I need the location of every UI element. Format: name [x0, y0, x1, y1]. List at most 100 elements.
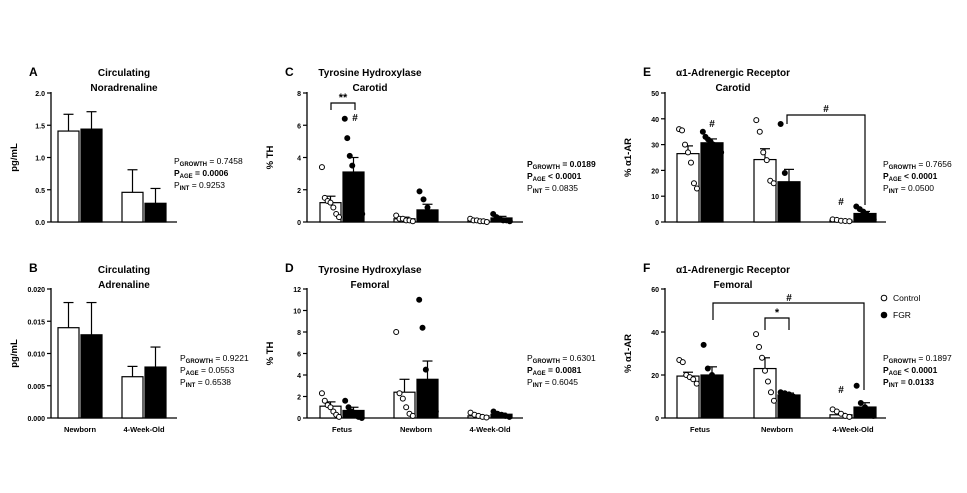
- x-tick-label: Fetus: [690, 425, 710, 434]
- x-tick-label: 4-Week-Old: [832, 425, 874, 434]
- data-point-control: [767, 389, 774, 396]
- significance-hash: #: [823, 104, 829, 115]
- y-tick-label: 30: [651, 143, 659, 150]
- chart-title: Carotid: [716, 83, 751, 94]
- chart-title: α1-Adrenergic Receptor: [676, 265, 790, 276]
- significance-bracket: [330, 102, 356, 110]
- data-point-control: [321, 397, 328, 404]
- data-point-fgr: [346, 152, 353, 159]
- significance-bracket: [764, 317, 790, 330]
- y-axis-label: pg/mL: [9, 339, 20, 368]
- data-point-control: [399, 395, 406, 402]
- data-point-control: [396, 390, 403, 397]
- x-tick-label: Fetus: [332, 425, 352, 434]
- y-tick-label: 50: [651, 91, 659, 98]
- data-point-fgr: [341, 115, 348, 122]
- panel-letter: C: [285, 65, 294, 79]
- y-tick-label: 0: [655, 220, 659, 227]
- chart-title: Noradrenaline: [90, 83, 158, 94]
- data-point-control: [318, 390, 325, 397]
- data-point-control: [690, 180, 697, 187]
- data-point-fgr: [416, 296, 423, 303]
- stat-line: PAGE = 0.0553: [180, 365, 235, 377]
- y-axis-label: pg/mL: [9, 143, 20, 172]
- stat-line: PGROWTH = 0.0189: [527, 159, 596, 171]
- data-point-fgr: [704, 365, 711, 372]
- data-point-fgr: [717, 382, 724, 389]
- data-point-control: [679, 359, 686, 366]
- bar-fgr: [144, 202, 167, 223]
- significance-hash: #: [838, 197, 844, 208]
- y-tick-label: 6: [297, 123, 301, 130]
- data-point-fgr: [429, 402, 436, 409]
- legend-marker-fgr: [880, 311, 888, 319]
- y-axis-label: % α1-AR: [623, 334, 634, 373]
- y-tick-label: 10: [293, 309, 301, 316]
- data-point-fgr: [344, 135, 351, 142]
- data-point-fgr: [416, 188, 423, 195]
- data-point-fgr: [700, 341, 707, 348]
- data-point-fgr: [432, 408, 439, 415]
- panel-letter: F: [643, 261, 650, 275]
- bar-control: [121, 191, 144, 223]
- chart-title: Circulating: [98, 68, 150, 79]
- data-point-fgr: [506, 218, 513, 225]
- stat-line: PGROWTH = 0.1897: [883, 353, 952, 365]
- data-point-control: [318, 164, 325, 171]
- x-tick-label: 4-Week-Old: [469, 425, 511, 434]
- stat-line: PAGE < 0.0001: [527, 171, 582, 183]
- stat-line: PINT = 0.6538: [180, 377, 231, 389]
- data-point-fgr: [419, 324, 426, 331]
- y-tick-label: 0.000: [27, 416, 45, 423]
- panel-b: B Circulating Adrenaline 0.000 0.005 0.010 0.0…: [9, 261, 249, 434]
- y-tick-label: 10: [651, 194, 659, 201]
- stat-line: PAGE < 0.0001: [883, 171, 938, 183]
- legend-marker-control: [880, 294, 888, 302]
- y-tick-label: 8: [297, 91, 301, 98]
- data-point-fgr: [424, 204, 431, 211]
- data-point-control: [846, 218, 853, 225]
- data-point-fgr: [359, 210, 366, 217]
- panel-c: C Tyrosine Hydroxylase Carotid 0 2 4 6 8 % TH PGR…: [265, 65, 596, 227]
- chart-title: Tyrosine Hydroxylase: [318, 68, 422, 79]
- data-point-control: [764, 378, 771, 385]
- x-tick-label: Newborn: [400, 425, 433, 434]
- data-point-control: [483, 414, 490, 421]
- data-point-control: [393, 329, 400, 335]
- chart-title: Adrenaline: [98, 280, 150, 291]
- data-point-fgr: [857, 399, 864, 406]
- x-tick-label: Newborn: [761, 425, 794, 434]
- panel-letter: D: [285, 261, 294, 275]
- data-point-fgr: [345, 404, 352, 411]
- data-point-fgr: [506, 413, 513, 420]
- y-tick-label: 2.0: [35, 91, 45, 98]
- data-point-fgr: [358, 415, 365, 421]
- data-point-fgr: [699, 128, 706, 135]
- data-point-fgr: [794, 394, 801, 401]
- y-tick-label: 0.015: [27, 319, 45, 326]
- data-point-fgr: [342, 397, 349, 404]
- x-tick-label: 4-Week-Old: [123, 425, 165, 434]
- panel-letter: B: [29, 261, 38, 275]
- significance-star: **: [339, 92, 348, 104]
- y-tick-label: 20: [651, 168, 659, 175]
- data-point-control: [409, 412, 416, 419]
- data-point-control: [756, 128, 763, 135]
- significance-bracket: [786, 114, 866, 205]
- data-point-fgr: [866, 408, 873, 415]
- bar-fgr: [144, 366, 167, 419]
- data-point-fgr: [422, 366, 429, 373]
- chart-title: Circulating: [98, 265, 150, 276]
- y-tick-label: 4: [297, 156, 301, 163]
- y-axis-label: % TH: [265, 341, 276, 365]
- data-point-control: [330, 204, 337, 211]
- stat-line: PGROWTH = 0.7656: [883, 159, 952, 171]
- legend: Control FGR: [880, 293, 921, 320]
- bar-control: [121, 376, 144, 419]
- data-point-fgr: [781, 169, 788, 176]
- bar-control: [57, 130, 80, 223]
- y-tick-label: 0: [655, 416, 659, 423]
- data-point-fgr: [432, 215, 439, 222]
- panel-letter: A: [29, 65, 38, 79]
